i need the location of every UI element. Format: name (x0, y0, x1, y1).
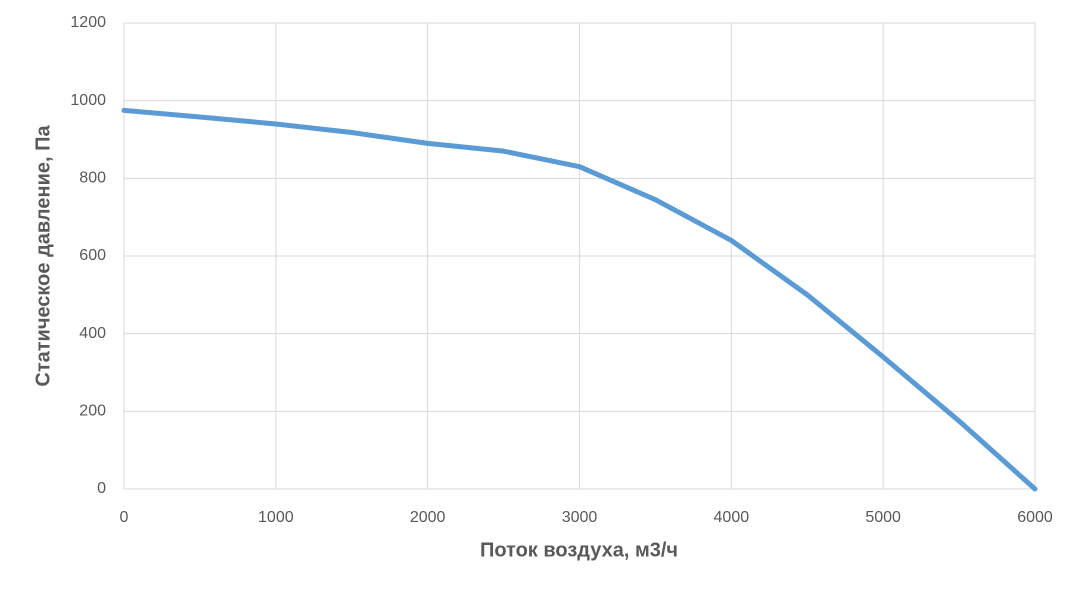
y-tick-label: 800 (79, 170, 106, 187)
x-tick-label: 4000 (714, 509, 750, 526)
y-tick-label: 400 (79, 325, 106, 342)
x-axis-title: Поток воздуха, м3/ч (480, 539, 678, 561)
y-tick-label: 200 (79, 403, 106, 420)
x-tick-label: 6000 (1017, 509, 1053, 526)
y-tick-label: 0 (97, 480, 106, 497)
x-tick-label: 1000 (258, 509, 294, 526)
y-axis-title: Статическое давление, Па (32, 125, 54, 387)
x-tick-label: 3000 (562, 509, 598, 526)
y-tick-label: 1200 (70, 14, 106, 31)
y-tick-label: 600 (79, 247, 106, 264)
x-tick-label: 2000 (410, 509, 446, 526)
x-tick-label: 0 (120, 509, 129, 526)
x-tick-label: 5000 (865, 509, 901, 526)
y-tick-label: 1000 (70, 92, 106, 109)
data-line (121, 107, 1038, 492)
